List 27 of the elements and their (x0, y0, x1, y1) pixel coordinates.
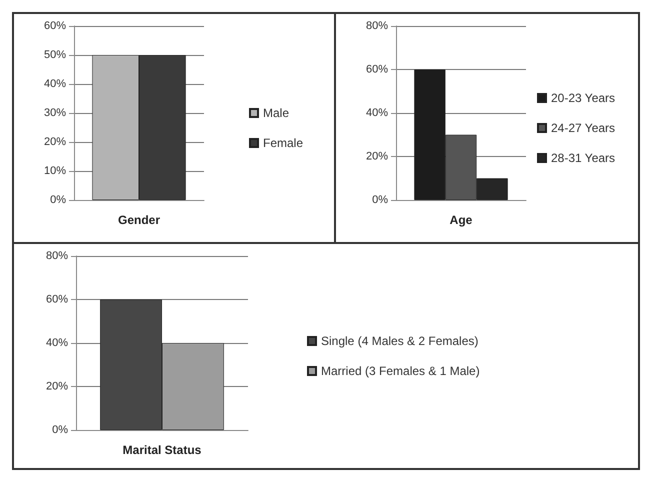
y-tick-label: 40% (46, 337, 68, 349)
y-tick-label: 60% (46, 294, 68, 306)
x-tick-label: Age (450, 213, 473, 227)
legend-label: 20-23 Years (551, 91, 616, 105)
legend-label: 28-31 Years (551, 151, 616, 165)
y-tick-label: 60% (44, 20, 66, 32)
y-tick-label: 0% (52, 424, 68, 436)
x-tick-label: Gender (118, 213, 160, 227)
x-tick-label: Marital Status (122, 443, 202, 457)
y-tick-label: 20% (46, 380, 68, 392)
legend-label: Single (4 Males & 2 Females) (321, 334, 478, 348)
legend-label: Male (263, 106, 290, 120)
legend-label: 24-27 Years (551, 121, 616, 135)
y-tick-label: 20% (366, 150, 388, 162)
y-tick-label: 50% (44, 49, 66, 61)
y-tick-label: 10% (44, 165, 66, 177)
y-tick-label: 20% (44, 136, 66, 148)
y-tick-label: 40% (44, 78, 66, 90)
y-tick-label: 0% (372, 194, 388, 206)
legend-label: Female (263, 136, 304, 150)
y-tick-label: 80% (46, 250, 68, 262)
legend-label: Married (3 Females & 1 Male) (321, 364, 480, 378)
y-tick-label: 80% (366, 20, 388, 32)
y-tick-label: 40% (366, 107, 388, 119)
y-tick-label: 30% (44, 107, 66, 119)
y-tick-label: 0% (50, 194, 66, 206)
y-tick-label: 60% (366, 64, 388, 76)
